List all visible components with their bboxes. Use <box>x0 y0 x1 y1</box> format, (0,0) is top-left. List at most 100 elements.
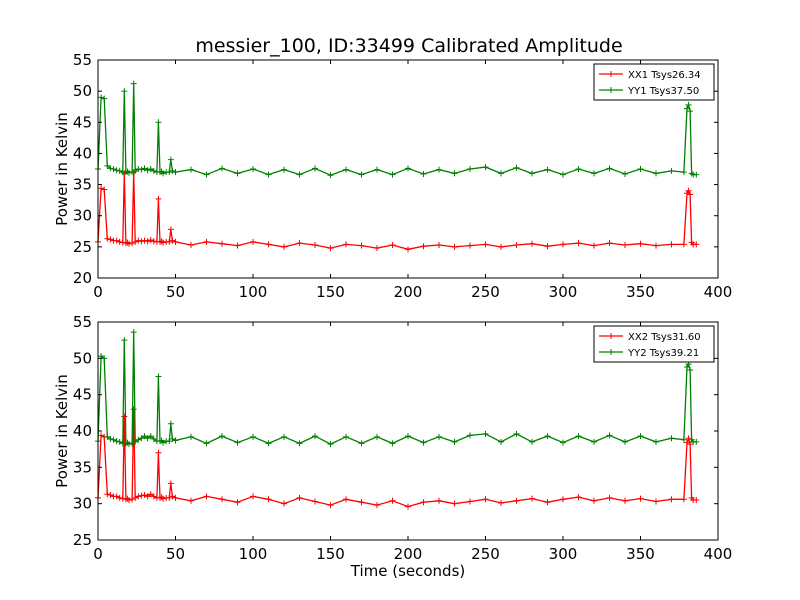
data-point <box>327 441 334 448</box>
y-tick-label: 30 <box>73 207 92 225</box>
data-point <box>296 171 303 178</box>
x-tick-label: 100 <box>239 545 268 563</box>
data-point <box>482 496 489 503</box>
x-tick-label: 300 <box>549 283 578 301</box>
data-point <box>250 433 256 440</box>
data-point <box>685 187 692 194</box>
data-point <box>436 166 442 173</box>
y-tick-label: 40 <box>73 144 92 162</box>
data-point <box>560 496 566 503</box>
data-point <box>544 243 551 250</box>
data-point <box>374 245 380 252</box>
data-point <box>141 237 148 244</box>
data-point <box>575 433 582 440</box>
data-point <box>327 172 334 179</box>
data-point <box>653 498 659 505</box>
data-point <box>405 503 411 510</box>
data-point <box>405 433 411 440</box>
data-point <box>684 439 690 446</box>
data-point <box>693 438 700 445</box>
data-point <box>591 242 597 249</box>
data-point <box>144 435 151 442</box>
data-point <box>150 493 157 500</box>
data-point <box>166 169 173 176</box>
data-point <box>172 494 179 501</box>
data-point <box>405 165 411 172</box>
data-point <box>591 438 597 445</box>
data-point <box>467 432 473 439</box>
data-point <box>129 240 136 247</box>
data-point <box>529 170 535 177</box>
data-point <box>622 438 628 445</box>
data-point <box>498 499 504 506</box>
data-point <box>343 433 349 440</box>
data-point <box>513 241 520 248</box>
data-point <box>116 238 123 245</box>
data-point <box>668 241 675 248</box>
y-tick-label: 55 <box>73 51 92 69</box>
data-point <box>668 496 675 503</box>
data-point <box>141 433 148 440</box>
legend-marker <box>608 333 614 339</box>
data-point <box>138 492 145 499</box>
y-tick-label: 50 <box>73 82 92 100</box>
data-point <box>358 440 365 447</box>
x-tick-label: 250 <box>471 283 500 301</box>
y-tick-label: 40 <box>73 422 92 440</box>
data-point <box>250 166 256 172</box>
x-tick-label: 50 <box>166 545 185 563</box>
data-point <box>219 496 225 503</box>
data-point <box>560 171 566 178</box>
data-point <box>482 164 489 171</box>
data-point <box>219 433 225 440</box>
data-point <box>281 500 287 507</box>
data-point <box>126 169 132 176</box>
top-panel: 0 50 100 150 200 250 300 350 400 20 25 30 35 40 45 50 55… <box>53 51 732 301</box>
data-point <box>147 433 154 440</box>
data-point <box>451 500 458 507</box>
data-point <box>544 499 551 506</box>
data-point <box>685 101 692 108</box>
data-point <box>188 166 194 173</box>
data-point <box>144 167 151 174</box>
data-point <box>121 337 128 344</box>
data-point <box>560 439 566 446</box>
data-point <box>436 433 442 440</box>
data-point <box>203 493 210 500</box>
data-point <box>358 499 365 506</box>
data-point <box>680 241 687 248</box>
data-point <box>312 241 318 248</box>
data-point <box>144 493 151 500</box>
data-point <box>110 166 117 172</box>
y-axis-label: Power in Kelvin <box>53 374 71 488</box>
data-point <box>234 170 241 177</box>
x-axis-label: Time (seconds) <box>350 562 466 580</box>
data-point <box>150 238 157 245</box>
data-point <box>265 241 272 248</box>
legend-marker <box>608 87 614 93</box>
data-point <box>98 185 105 192</box>
data-point <box>138 166 145 173</box>
data-point <box>606 240 613 247</box>
data-point <box>513 497 520 504</box>
data-point <box>312 165 318 172</box>
data-point <box>513 164 520 171</box>
legend: XX2 Tsys31.60 YY2 Tsys39.21 <box>593 325 715 363</box>
data-point <box>135 493 142 500</box>
data-point <box>169 167 176 174</box>
data-point <box>160 495 167 502</box>
y-tick-label: 55 <box>73 313 92 331</box>
data-point <box>160 239 167 246</box>
data-point <box>653 242 659 249</box>
data-point <box>169 493 176 500</box>
data-point <box>343 496 349 503</box>
y-tick-label: 45 <box>73 386 92 404</box>
y-tick-label: 50 <box>73 349 92 367</box>
y-tick-label: 20 <box>73 269 92 287</box>
data-point <box>104 433 111 440</box>
data-point <box>498 243 504 250</box>
data-point <box>107 435 114 442</box>
data-point <box>147 237 154 244</box>
data-point <box>101 186 108 193</box>
data-point <box>451 243 458 250</box>
